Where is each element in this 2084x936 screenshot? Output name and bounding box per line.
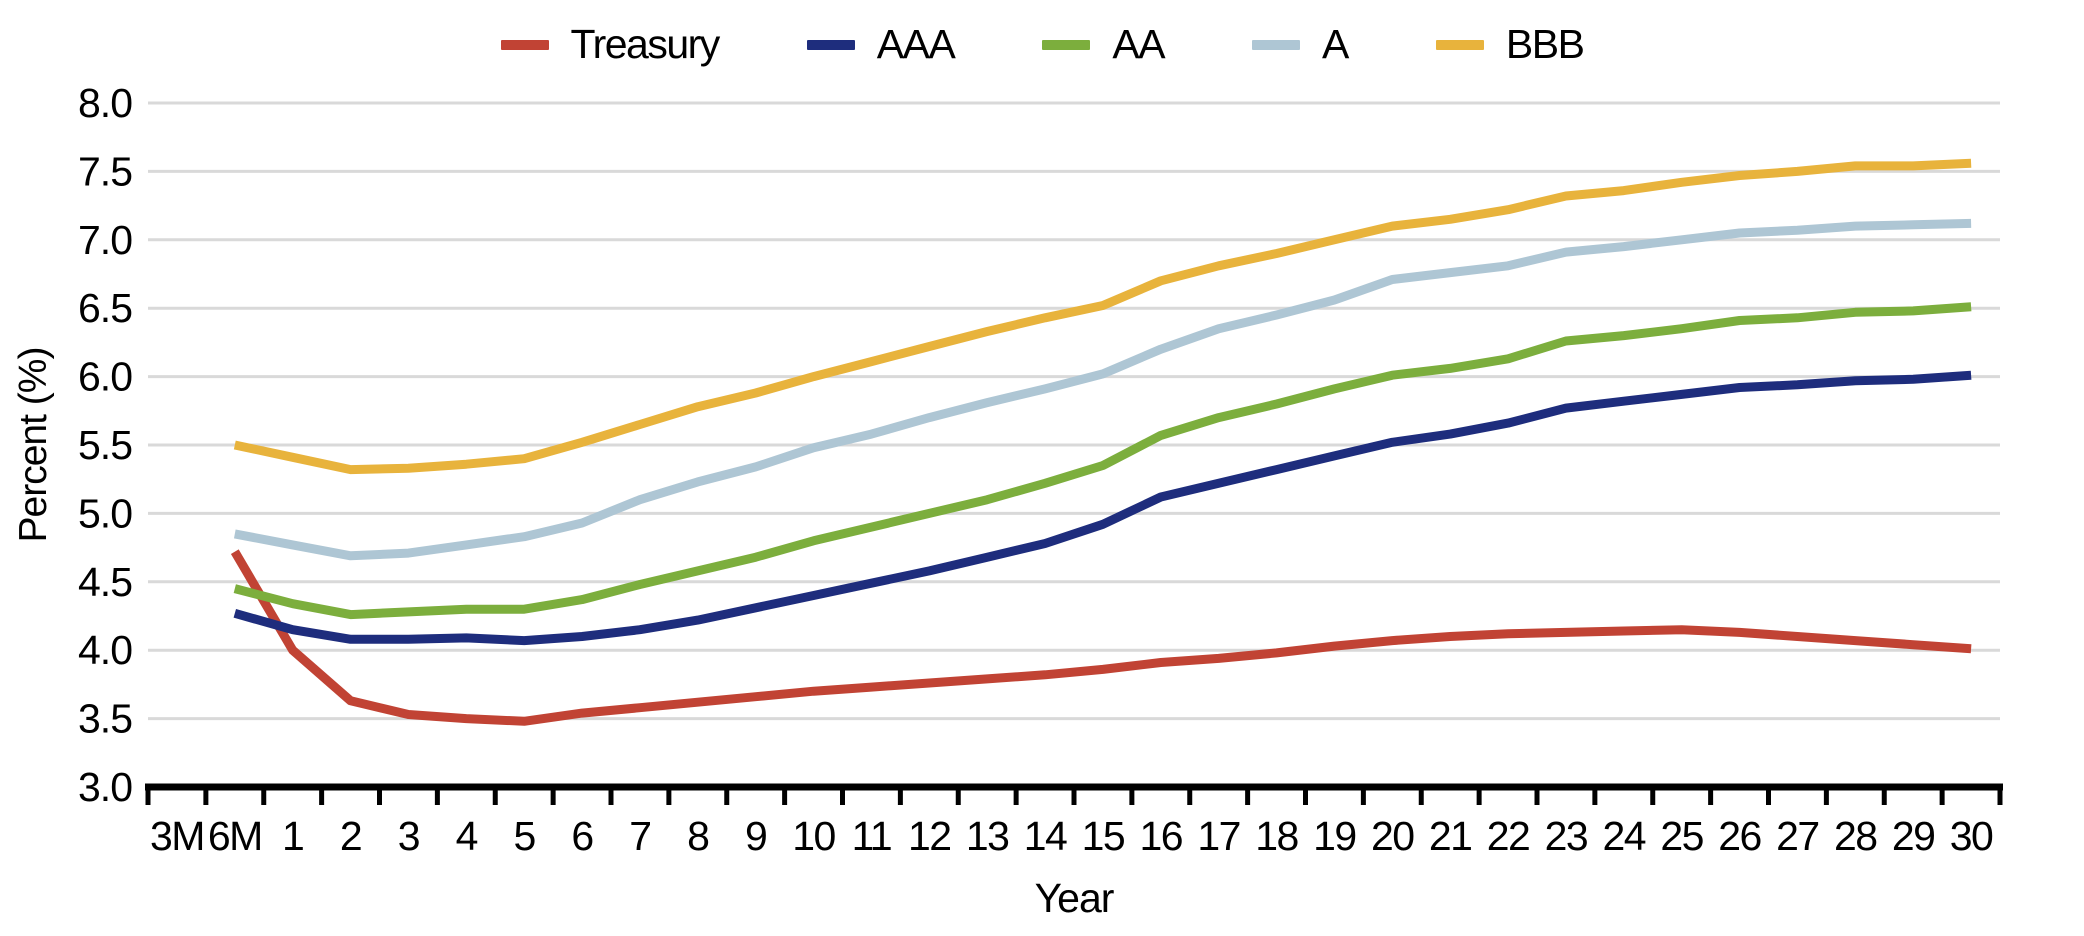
- y-tick-label: 5.5: [78, 422, 132, 468]
- y-tick-label: 7.0: [78, 217, 132, 263]
- x-tick-label: 30: [1950, 813, 1993, 859]
- x-tick-label: 19: [1313, 813, 1356, 859]
- x-axis-title: Year: [1035, 875, 1114, 921]
- y-tick-label: 6.5: [78, 285, 132, 331]
- x-tick-label: 10: [792, 813, 835, 859]
- y-tick-label: 6.0: [78, 354, 132, 400]
- x-tick-label: 3M: [150, 813, 204, 859]
- x-tick-label: 26: [1718, 813, 1761, 859]
- x-tick-label: 8: [687, 813, 709, 859]
- y-tick-label: 4.5: [78, 559, 132, 605]
- x-tick-label: 23: [1545, 813, 1588, 859]
- x-tick-label: 13: [966, 813, 1009, 859]
- x-tick-label: 27: [1776, 813, 1819, 859]
- x-tick-label: 15: [1082, 813, 1125, 859]
- y-tick-label: 4.0: [78, 627, 132, 673]
- series-lines: [230, 158, 1972, 726]
- gridlines: [148, 101, 2000, 721]
- tick-labels: 3.03.54.04.55.05.56.06.57.07.58.03M 6M 1 2 3…: [78, 80, 1995, 859]
- y-axis-title: Percent (%): [12, 348, 55, 543]
- series-line-aa: [233, 302, 1972, 620]
- y-tick-label: 3.0: [78, 764, 132, 810]
- x-tick-label: 21: [1429, 813, 1472, 859]
- series-line-bbb: [233, 158, 1972, 475]
- x-tick-label: 5: [514, 813, 536, 859]
- series-line-a: [233, 218, 1972, 561]
- x-tick-label: 6: [571, 813, 592, 859]
- y-tick-label: 8.0: [78, 80, 132, 126]
- y-tick-label: 3.5: [78, 696, 132, 742]
- series-line-aaa: [233, 370, 1972, 646]
- x-tick-label: 11: [852, 813, 892, 859]
- x-tick-label: 12: [908, 813, 951, 859]
- x-tick-label: 22: [1487, 813, 1530, 859]
- y-tick-label: 7.5: [78, 148, 132, 194]
- y-tick-label: 5.0: [78, 490, 132, 536]
- x-tick-label: 4: [456, 813, 478, 859]
- x-tick-label: 29: [1892, 813, 1935, 859]
- x-tick-label: 3: [398, 813, 419, 859]
- x-tick-label: 1: [282, 813, 303, 859]
- x-tick-label: 2: [340, 813, 361, 859]
- x-tick-label: 17: [1197, 813, 1240, 859]
- x-tick-label: 14: [1024, 813, 1067, 859]
- x-tick-label: 28: [1834, 813, 1877, 859]
- x-tick-label: 25: [1660, 813, 1703, 859]
- x-tick-label: 16: [1140, 813, 1183, 859]
- x-axis: [145, 783, 2003, 805]
- x-tick-label: 18: [1255, 813, 1298, 859]
- x-tick-label: 9: [745, 813, 766, 859]
- x-tick-label: 20: [1371, 813, 1414, 859]
- x-tick-label: 24: [1603, 813, 1646, 859]
- x-tick-label: 7: [629, 813, 650, 859]
- series-line-treasury: [230, 549, 1972, 726]
- x-tick-label: 6M: [208, 813, 262, 859]
